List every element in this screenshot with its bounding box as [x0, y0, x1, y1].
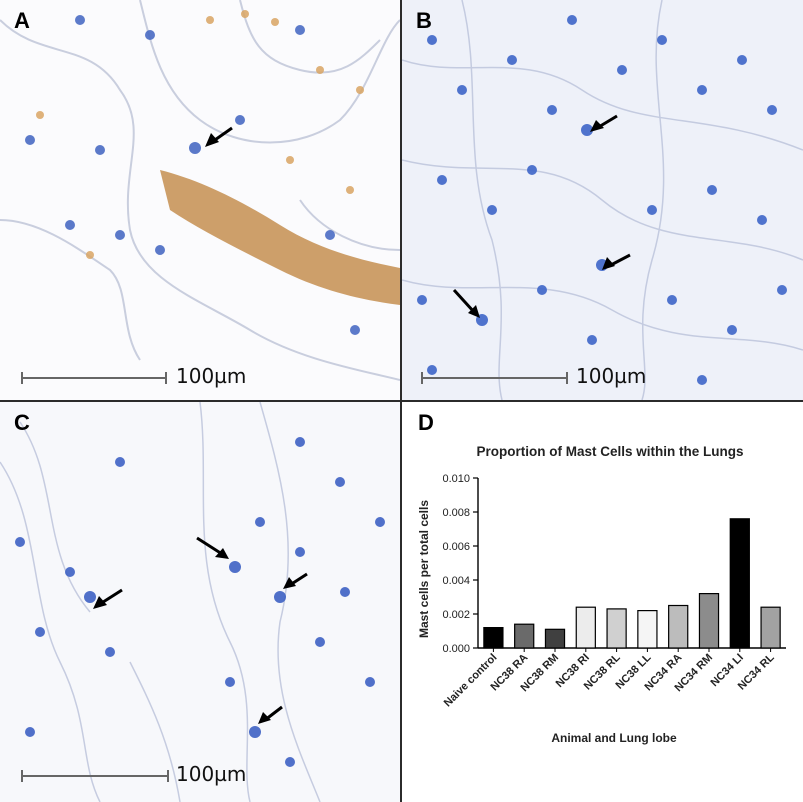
scale-bar-label-b: 100µm	[576, 364, 647, 388]
scale-bar	[421, 372, 568, 384]
bar	[637, 610, 658, 649]
bar-chart: Proportion of Mast Cells within the Lung…	[417, 444, 786, 745]
y-tick-label: 0.004	[442, 575, 470, 587]
bar	[544, 628, 566, 649]
arrow-head	[258, 712, 271, 724]
panel-label-c: C	[14, 410, 30, 435]
bar	[760, 606, 781, 649]
panel-divider-horizontal	[0, 400, 803, 402]
y-tick-label: 0.002	[442, 609, 470, 621]
x-tick-label: Naive control	[442, 652, 500, 710]
bar	[514, 623, 535, 649]
bar	[575, 606, 596, 649]
arrow-marker	[196, 536, 223, 556]
bar	[606, 608, 627, 649]
panel-label-d: D	[418, 410, 434, 435]
bar	[483, 627, 504, 649]
y-axis-label: Mast cells per total cells	[417, 500, 431, 638]
scale-bar-label-c: 100µm	[176, 762, 247, 786]
arrow-head	[215, 548, 229, 559]
bar	[729, 518, 750, 649]
panel-label-a: A	[14, 8, 30, 33]
micrograph-a-image	[0, 0, 400, 384]
arrow-head	[205, 133, 219, 147]
micrograph-panel-a: A 100µm	[0, 0, 400, 400]
arrow-marker	[452, 288, 476, 314]
micrograph-b-image	[402, 0, 803, 400]
scale-bar	[21, 770, 169, 782]
micrograph-c-image	[0, 402, 385, 802]
bar	[698, 593, 720, 649]
scale-bar-label-a: 100µm	[176, 364, 247, 388]
micrograph-panel-b: B 100µm	[402, 0, 803, 400]
arrow-head	[590, 120, 604, 132]
chart-title: Proportion of Mast Cells within the Lung…	[477, 444, 744, 459]
chart-panel-d: D Proportion of Mast Cells within the Lu…	[402, 402, 803, 802]
bar	[668, 604, 689, 649]
y-tick-label: 0.000	[442, 643, 470, 655]
arrow-head	[468, 305, 480, 318]
scale-bar	[21, 372, 167, 384]
panel-label-b: B	[416, 8, 432, 33]
arrow-head	[283, 577, 296, 589]
arrow-head	[93, 596, 107, 609]
y-tick-label: 0.008	[442, 507, 470, 519]
y-tick-label: 0.006	[442, 541, 470, 553]
micrograph-panel-c: C 100µm	[0, 402, 400, 802]
x-axis-label: Animal and Lung lobe	[551, 731, 677, 745]
arrow-head	[602, 257, 615, 270]
y-tick-label: 0.010	[442, 473, 470, 485]
